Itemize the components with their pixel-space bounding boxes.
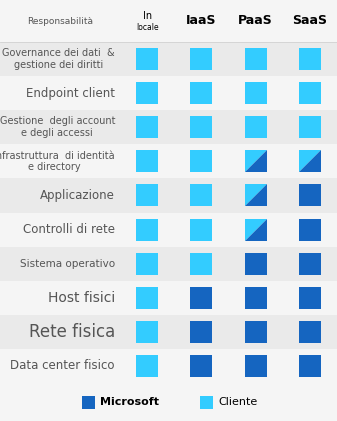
Bar	[136, 321, 158, 343]
Bar	[136, 218, 158, 240]
Bar	[299, 48, 321, 70]
Bar	[136, 253, 158, 274]
Bar	[0, 179, 337, 213]
Bar	[299, 355, 321, 377]
Bar	[136, 150, 158, 172]
Polygon shape	[245, 184, 267, 206]
Text: Sistema operativo: Sistema operativo	[20, 258, 115, 269]
Bar	[245, 253, 267, 274]
Bar	[0, 144, 337, 179]
Bar	[0, 281, 337, 315]
Polygon shape	[245, 184, 267, 206]
Text: Microsoft: Microsoft	[100, 397, 159, 407]
Polygon shape	[299, 150, 321, 172]
Text: Data center fisico: Data center fisico	[10, 360, 115, 373]
Bar	[299, 321, 321, 343]
Bar	[190, 321, 212, 343]
Bar	[190, 82, 212, 104]
Bar	[190, 253, 212, 274]
Bar	[190, 287, 212, 309]
Bar	[245, 321, 267, 343]
Bar	[0, 349, 337, 383]
Text: Responsabilità: Responsabilità	[27, 16, 93, 26]
Bar	[0, 213, 337, 247]
Bar	[200, 395, 213, 408]
Bar	[299, 287, 321, 309]
Polygon shape	[299, 150, 321, 172]
Text: Cliente: Cliente	[218, 397, 257, 407]
Bar	[136, 184, 158, 206]
Text: Controlli di rete: Controlli di rete	[23, 223, 115, 236]
Polygon shape	[245, 150, 267, 172]
Bar	[190, 116, 212, 138]
Bar	[0, 42, 337, 76]
Text: Endpoint client: Endpoint client	[26, 87, 115, 100]
Text: Governance dei dati  &
gestione dei diritti: Governance dei dati & gestione dei dirit…	[2, 48, 115, 70]
Bar	[190, 150, 212, 172]
Text: IaaS: IaaS	[186, 14, 217, 27]
Bar	[136, 287, 158, 309]
Bar	[299, 82, 321, 104]
Bar	[190, 184, 212, 206]
Bar	[0, 315, 337, 349]
Bar	[299, 218, 321, 240]
Bar	[245, 82, 267, 104]
Bar	[0, 76, 337, 110]
Bar	[136, 355, 158, 377]
Bar	[299, 253, 321, 274]
Text: Gestione  degli account
e degli accessi: Gestione degli account e degli accessi	[0, 117, 115, 138]
Text: locale: locale	[136, 22, 158, 32]
Bar	[245, 48, 267, 70]
Bar	[190, 355, 212, 377]
Bar	[299, 116, 321, 138]
Polygon shape	[245, 218, 267, 240]
Polygon shape	[245, 218, 267, 240]
Bar	[190, 218, 212, 240]
Bar	[0, 383, 337, 421]
Bar	[245, 287, 267, 309]
Bar	[0, 247, 337, 281]
Bar	[0, 110, 337, 144]
Bar	[136, 82, 158, 104]
Bar	[190, 48, 212, 70]
Bar	[136, 116, 158, 138]
Bar	[245, 355, 267, 377]
Text: Host fisici: Host fisici	[48, 291, 115, 305]
Text: Applicazione: Applicazione	[40, 189, 115, 202]
Text: In: In	[143, 11, 152, 21]
Bar	[299, 184, 321, 206]
Bar	[82, 395, 95, 408]
Polygon shape	[245, 150, 267, 172]
Bar	[245, 116, 267, 138]
Text: Rete fisica: Rete fisica	[29, 323, 115, 341]
Bar	[0, 0, 337, 42]
Text: PaaS: PaaS	[238, 14, 273, 27]
Text: SaaS: SaaS	[293, 14, 327, 27]
Bar	[136, 48, 158, 70]
Text: Infrastruttura  di identità
e directory: Infrastruttura di identità e directory	[0, 151, 115, 172]
